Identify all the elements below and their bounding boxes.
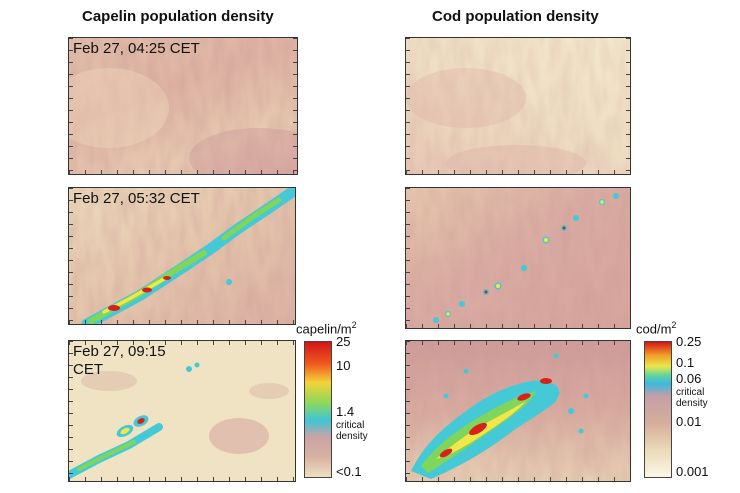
timestamp-label-line-2: CET [73,361,103,378]
cod-density-map-3 [406,341,630,481]
capelin-column-title: Capelin population density [82,8,274,25]
timestamp-label-line-1: Feb 27, 09:15 [73,343,166,360]
capelin-map-panel-2: Feb 27, 05:32 CET [68,187,296,325]
capelin-map-panel-1: Feb 27, 04:25 CET [68,37,298,175]
cod-critical-label-1: critical [676,387,705,398]
capelin-tick-1-4: 1.4 [336,404,355,419]
timestamp-label: Feb 27, 05:32 CET [73,190,200,207]
cod-map-panel-2 [405,187,631,329]
capelin-density-map-1 [69,38,297,174]
cod-colorbar-unit: cod/m2 [636,320,677,337]
cod-critical-label-2: density [676,398,708,409]
capelin-colorbar-unit: capelin/m2 [296,320,357,337]
cod-tick-0-06: 0.06 [676,371,702,386]
capelin-tick-25: 25 [336,334,351,349]
cod-colorbar [644,341,672,478]
cod-map-panel-3 [405,340,631,482]
capelin-map-panel-3: Feb 27, 09:15 CET [68,340,296,482]
capelin-critical-label-1: critical [336,420,365,431]
cod-tick-0-25: 0.25 [676,334,702,349]
cod-tick-0-01: 0.01 [676,414,702,429]
cod-tick-0-1: 0.1 [676,355,695,370]
capelin-density-map-3 [69,362,289,479]
cod-density-map-1 [406,38,630,174]
capelin-colorbar [304,341,332,478]
cod-column-title: Cod population density [432,8,599,25]
capelin-density-map-2 [69,188,295,324]
cod-tick-0-001: 0.001 [676,464,709,479]
capelin-tick-10: 10 [336,358,351,373]
cod-density-map-2 [406,188,630,328]
cod-map-panel-1 [405,37,631,175]
timestamp-label: Feb 27, 04:25 CET [73,40,200,57]
capelin-critical-label-2: density [336,431,368,442]
capelin-tick-min: <0.1 [336,464,362,479]
